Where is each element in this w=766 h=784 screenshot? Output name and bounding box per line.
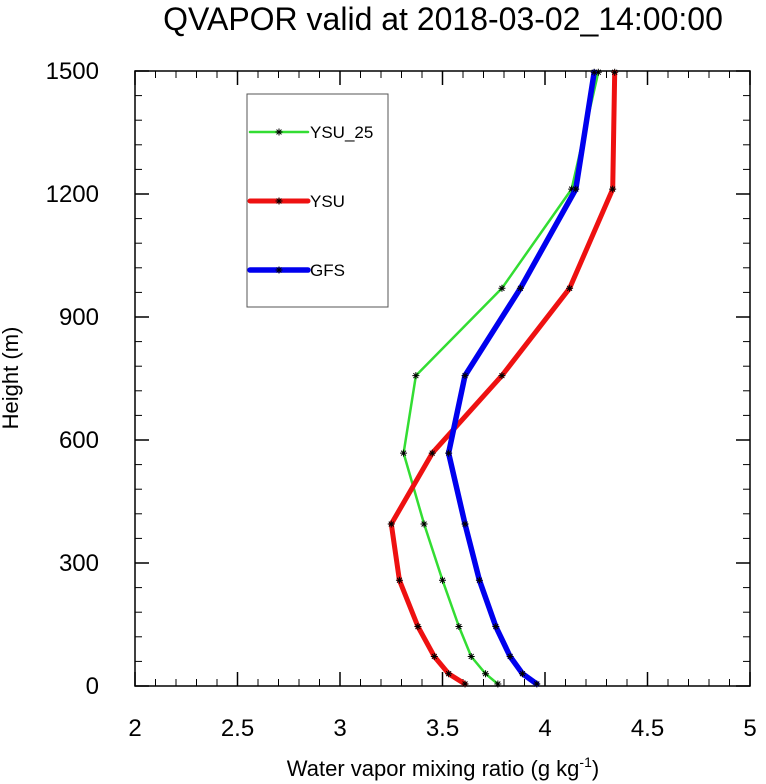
x-axis-label: Water vapor mixing ratio (g kg-1)	[287, 754, 599, 781]
data-point-gfs	[506, 652, 514, 660]
data-point-ysu	[445, 670, 453, 678]
y-axis-label: Height (m)	[0, 327, 23, 430]
y-tick-label: 1200	[46, 181, 99, 208]
series-lines	[387, 68, 619, 688]
y-tick-label: 1500	[46, 58, 99, 85]
plot-area	[134, 68, 751, 688]
legend-label-gfs: GFS	[310, 261, 345, 280]
x-tick-label: 3	[333, 715, 346, 742]
data-point-gfs	[572, 185, 580, 193]
data-point-ysu	[566, 284, 574, 292]
x-tick-label: 5	[743, 715, 756, 742]
data-point-ysu-25	[594, 68, 602, 76]
data-point-gfs	[516, 284, 524, 292]
legend-label-ysu: YSU	[310, 192, 345, 211]
x-tick-label: 2	[128, 715, 141, 742]
major-ticks	[134, 70, 751, 687]
legend-label-ysu-25: YSU_25	[310, 123, 373, 142]
y-tick-label: 600	[59, 427, 99, 454]
x-tick-label: 2.5	[221, 715, 254, 742]
data-point-ysu	[611, 68, 619, 76]
data-point-ysu-25	[467, 652, 475, 660]
x-tick-labels: 2 2.5 3 3.5 4 4.5 5	[128, 715, 756, 742]
minor-ticks	[135, 71, 750, 686]
data-point-ysu	[461, 680, 469, 688]
data-point-ysu-25	[412, 372, 420, 380]
data-point-gfs	[492, 623, 500, 631]
data-point-gfs	[518, 670, 526, 678]
data-point-ysu-25	[420, 520, 428, 528]
data-point-gfs	[590, 68, 598, 76]
x-tick-label: 3.5	[426, 715, 459, 742]
series-line-gfs	[445, 69, 597, 687]
data-point-ysu	[430, 652, 438, 660]
x-tick-label: 4	[538, 715, 551, 742]
data-point-ysu-25	[498, 284, 506, 292]
legend: YSU_25 YSU GFS	[246, 93, 389, 308]
y-tick-label: 900	[59, 304, 99, 331]
y-tick-labels: 0 300 600 900 1200 1500	[46, 58, 99, 700]
data-point-gfs	[475, 576, 483, 584]
data-point-ysu-25	[439, 576, 446, 584]
data-point-ysu-25	[494, 680, 502, 688]
data-point-ysu-25	[482, 670, 490, 678]
plot-frame	[134, 70, 751, 687]
data-point-ysu	[498, 372, 506, 380]
y-tick-label: 0	[86, 673, 99, 700]
data-point-ysu-25	[568, 185, 576, 193]
data-point-gfs	[461, 520, 469, 528]
data-point-ysu	[395, 576, 403, 584]
data-point-ysu-25	[455, 623, 463, 631]
data-point-ysu	[414, 623, 422, 631]
data-point-ysu	[387, 520, 395, 528]
legend-marker-ysu-25	[275, 128, 283, 136]
data-point-gfs	[445, 449, 453, 457]
data-point-ysu-25	[400, 449, 408, 457]
data-point-ysu	[428, 449, 436, 457]
legend-marker-gfs	[275, 266, 283, 274]
y-tick-label: 300	[59, 550, 99, 577]
data-point-gfs	[533, 680, 541, 688]
x-tick-label: 4.5	[631, 715, 664, 742]
legend-marker-ysu	[275, 197, 283, 205]
data-point-gfs	[461, 372, 469, 380]
chart-title: QVAPOR valid at 2018-03-02_14:00:00	[163, 1, 723, 37]
data-point-ysu	[609, 185, 617, 193]
